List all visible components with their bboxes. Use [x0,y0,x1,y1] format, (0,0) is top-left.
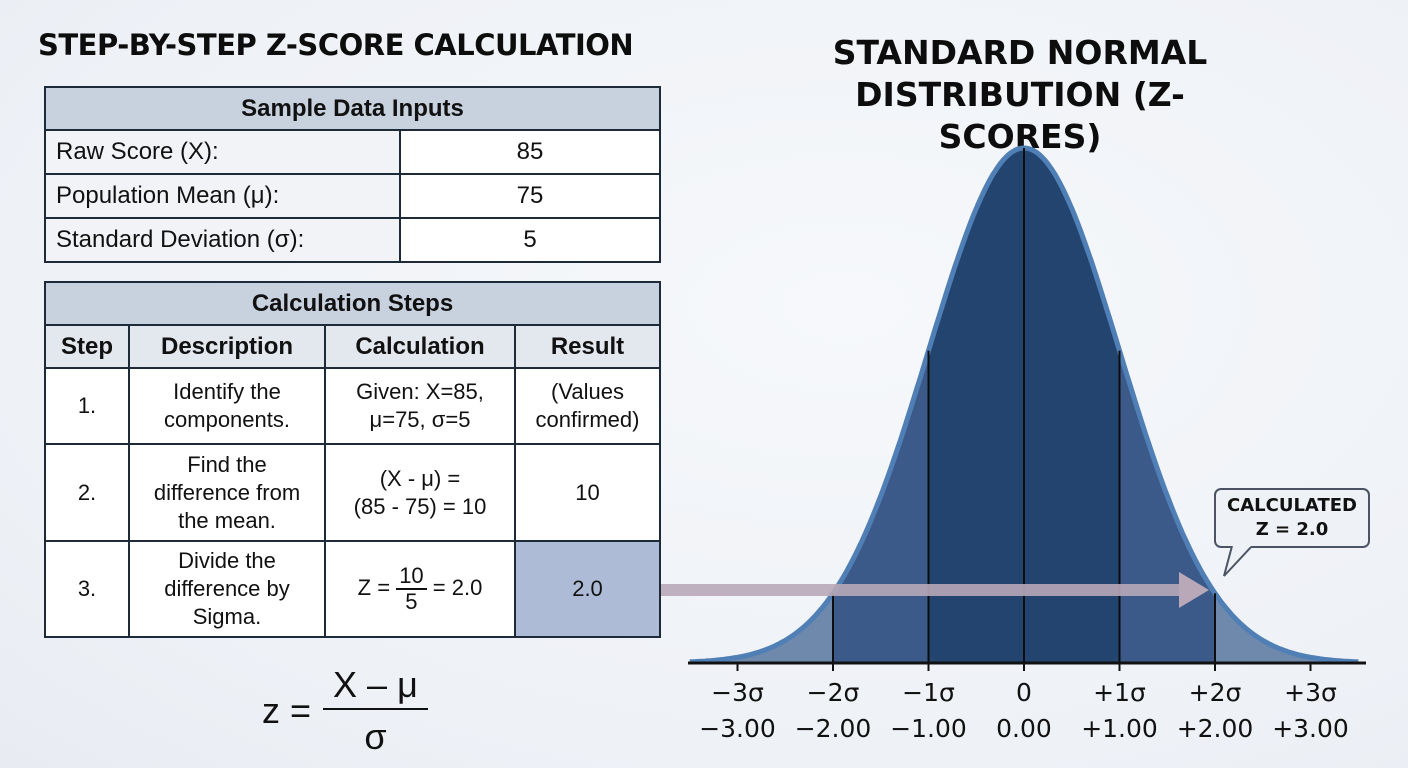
formula-fraction: X – μ σ [323,664,428,758]
calc-suffix: = 2.0 [432,574,483,600]
band-middle-left [833,148,929,663]
formula-lhs: z = [262,690,312,731]
calc-line: μ=75, σ=5 [369,407,471,432]
step-result-highlighted: 2.0 [514,540,661,638]
calculated-z-callout: CALCULATED Z = 2.0 [1214,488,1370,548]
tick-label-value: +3.00 [1272,714,1349,743]
input-label: Raw Score (X): [44,129,401,175]
callout-line2: Z = 2.0 [1255,519,1329,540]
tick-label-sigma: +1σ [1093,678,1146,707]
step-description: Find the difference from the mean. [128,443,326,542]
inputs-header: Sample Data Inputs [44,86,661,131]
desc-line: components. [164,407,290,432]
calc-line: (85 - 75) = 10 [353,493,487,519]
table-row: 1. Identify the components. Given: X=85,… [44,367,661,445]
desc-line: Divide the [178,548,276,573]
column-header-calculation: Calculation [324,324,516,369]
input-value: 5 [399,217,661,263]
column-header-description: Description [128,324,326,369]
step-description: Identify the components. [128,367,326,445]
chart-title: STANDARD NORMAL DISTRIBUTION (Z-SCORES) [780,32,1260,158]
x-axis-ticks: −3σ −3.00 −2σ −2.00 −1σ −1.00 0 0.00 +1σ +1.00 +2σ… [699,663,1349,743]
formula-denominator: σ [364,716,387,757]
tick-label-value: −3.00 [699,714,776,743]
step-result: (Values confirmed) [514,367,661,445]
table-row: Population Mean (μ): 75 [44,173,661,219]
desc-line: the mean. [178,507,276,533]
tick-label-sigma: 0 [1016,678,1032,707]
step-result: 10 [514,443,661,542]
input-value: 75 [399,173,661,219]
input-label: Standard Deviation (σ): [44,217,401,263]
calc-line: (X - μ) = [379,465,461,491]
column-header-step: Step [44,324,130,369]
tick-label-value: −2.00 [795,714,872,743]
tick-label-sigma: +3σ [1284,678,1337,707]
fraction-numerator: 10 [396,564,427,590]
callout-pointer [1223,546,1253,577]
left-title: STEP-BY-STEP Z-SCORE CALCULATION [38,28,634,62]
band-middle-right [1119,148,1215,663]
fraction-denominator: 5 [405,589,418,614]
column-header-result: Result [514,324,661,369]
desc-line: Identify the [173,379,281,404]
calc-prefix: Z = [357,574,391,600]
step-number: 3. [44,540,130,638]
table-row: Raw Score (X): 85 [44,129,661,175]
calc-fraction: 10 5 [396,564,427,614]
steps-header: Calculation Steps [44,281,661,326]
arrow-head [1179,572,1209,608]
step-calculation: (X - μ) = (85 - 75) = 10 [324,443,516,542]
input-label: Population Mean (μ): [44,173,401,219]
calc-line: Given: X=85, [356,379,484,404]
sigma-lines [832,148,1216,663]
chart-title-line2: DISTRIBUTION (Z-SCORES) [855,75,1185,156]
input-value: 85 [399,129,661,175]
callout-line1: CALCULATED [1227,495,1357,516]
z-score-formula: z = X – μ σ [262,664,428,758]
result-arrow [661,572,1209,608]
desc-line: Sigma. [192,604,262,629]
table-row: 2. Find the difference from the mean. (X… [44,443,661,542]
tick-label-sigma: +2σ [1189,678,1242,707]
tick-label-value: +1.00 [1081,714,1158,743]
steps-table: Calculation Steps Step Description Calcu… [44,281,661,638]
step-description: Divide the difference by Sigma. [128,540,326,638]
table-row: 3. Divide the difference by Sigma. Z = 1… [44,540,661,638]
chart-title-line1: STANDARD NORMAL [832,33,1208,72]
result-line: confirmed) [535,407,640,432]
step-number: 2. [44,443,130,542]
tick-label-sigma: −1σ [902,678,955,707]
band-outer-left [689,148,833,663]
step-number: 1. [44,367,130,445]
formula-numerator: X – μ [323,664,428,710]
step-calculation: Z = 10 5 = 2.0 [324,540,516,638]
arrow-shaft [661,584,1183,596]
inputs-table: Sample Data Inputs Raw Score (X): 85 Pop… [44,86,661,263]
tick-label-sigma: −3σ [711,678,764,707]
tick-label-sigma: −2σ [807,678,860,707]
desc-line: difference from [153,479,301,505]
desc-line: Find the [187,451,267,477]
table-row: Standard Deviation (σ): 5 [44,217,661,263]
tick-label-value: 0.00 [996,714,1052,743]
result-line: (Values [551,379,624,404]
step-calculation: Given: X=85, μ=75, σ=5 [324,367,516,445]
desc-line: difference by [164,576,290,601]
tick-label-value: −1.00 [890,714,967,743]
tick-label-value: +2.00 [1177,714,1254,743]
